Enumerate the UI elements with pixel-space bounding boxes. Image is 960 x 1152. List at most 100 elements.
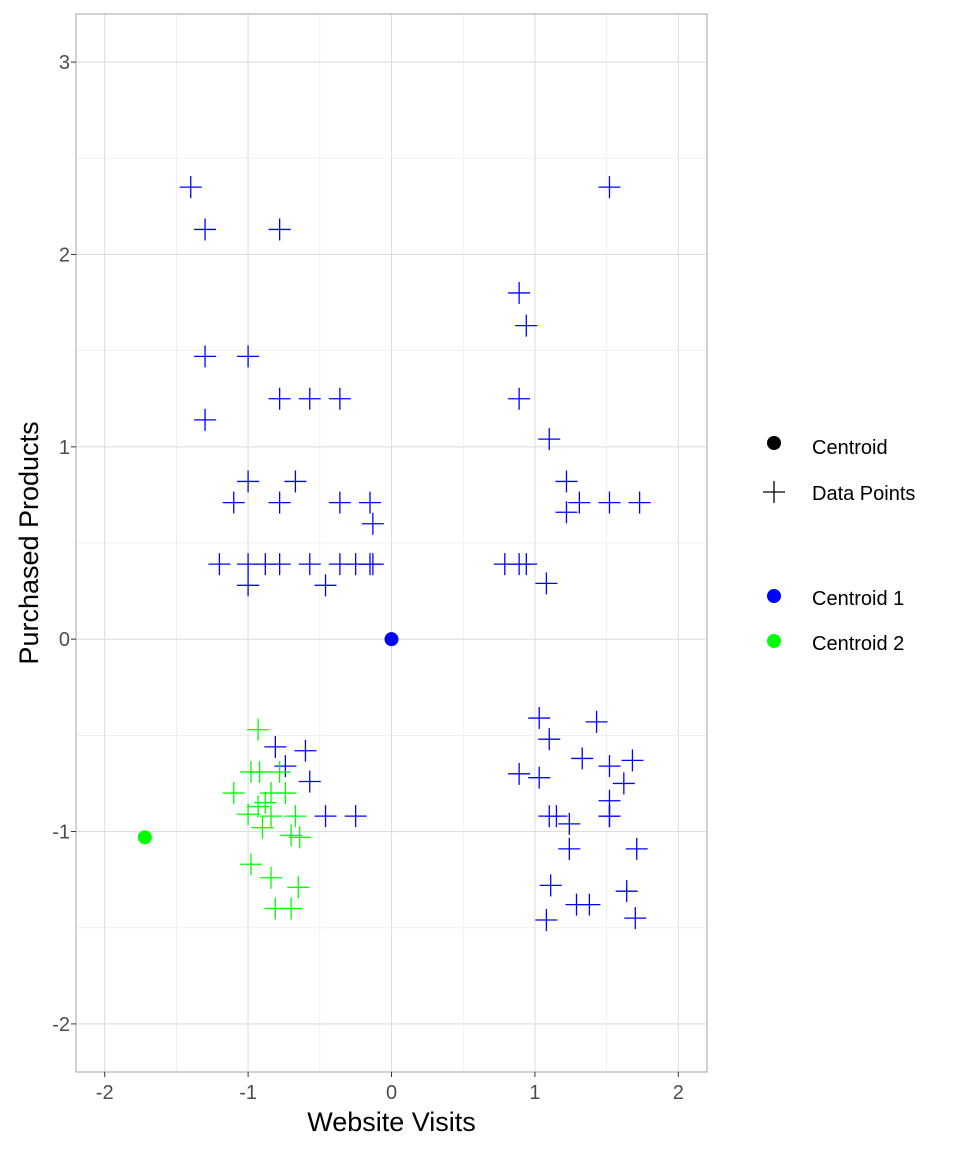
legend-centroid-marker (767, 436, 781, 450)
series-2-points (222, 718, 311, 920)
data-points (179, 176, 651, 932)
data-point (179, 176, 202, 199)
x-axis-title: Website Visits (307, 1107, 476, 1137)
y-tick-label: 2 (59, 244, 70, 266)
data-point (239, 853, 262, 876)
legend-centroid-2-label: Centroid 2 (812, 633, 904, 655)
data-point (571, 747, 594, 770)
centroid-2-marker (137, 830, 152, 845)
data-point (535, 909, 558, 932)
data-point (615, 880, 638, 903)
legend-data-points-label: Data Points (812, 483, 915, 505)
data-point (508, 387, 531, 410)
x-tick-label: 0 (386, 1082, 397, 1104)
data-point (284, 470, 307, 493)
data-point (361, 512, 384, 535)
x-tick-label: 1 (529, 1082, 540, 1104)
data-point (621, 749, 644, 772)
data-point (598, 491, 621, 514)
data-point (545, 805, 568, 828)
y-tick-label: -1 (52, 822, 70, 844)
legend-centroid-1-label: Centroid 1 (812, 588, 904, 610)
data-point (361, 553, 384, 576)
data-point (508, 281, 531, 304)
data-point (314, 574, 337, 597)
legend-item-centroid-2: Centroid 2 (767, 633, 904, 655)
y-tick-label: 3 (59, 52, 70, 74)
data-point (515, 553, 538, 576)
data-point (248, 760, 271, 783)
data-point (344, 805, 367, 828)
data-point (539, 874, 562, 897)
data-point (274, 782, 297, 805)
data-point (538, 728, 561, 751)
y-tick-label: -2 (52, 1014, 70, 1036)
centroids (137, 632, 399, 845)
y-tick-label: 0 (59, 629, 70, 651)
data-point (298, 553, 321, 576)
data-point (237, 574, 260, 597)
data-point (535, 572, 558, 595)
data-point (508, 762, 531, 785)
data-point (251, 816, 274, 839)
x-axis-ticks: -2 -1 0 1 2 (96, 1072, 684, 1104)
data-point (280, 824, 303, 847)
data-point (247, 718, 270, 741)
x-tick-label: -2 (96, 1082, 114, 1104)
x-tick-label: -1 (239, 1082, 257, 1104)
legend-plus-marker (763, 481, 785, 503)
y-axis-ticks: -2 -1 0 1 2 3 (52, 52, 76, 1036)
data-point (260, 805, 283, 828)
data-point (194, 345, 217, 368)
data-point (208, 553, 231, 576)
data-point (314, 805, 337, 828)
data-point (268, 218, 291, 241)
data-point (625, 837, 648, 860)
legend-item-data-points: Data Points (763, 481, 915, 505)
data-point (194, 408, 217, 431)
data-point (328, 491, 351, 514)
data-point (555, 470, 578, 493)
data-point (264, 735, 287, 758)
data-point (598, 755, 621, 778)
data-point (294, 739, 317, 762)
data-point (222, 782, 245, 805)
data-point (358, 491, 381, 514)
legend-centroid-label: Centroid (812, 437, 888, 459)
data-point (298, 387, 321, 410)
y-tick-label: 1 (59, 437, 70, 459)
data-point (528, 707, 551, 730)
legend: Centroid Data Points Centroid 1 Centroid… (763, 436, 915, 655)
x-tick-label: 2 (673, 1082, 684, 1104)
legend-item-centroid-1: Centroid 1 (767, 588, 904, 610)
data-point (555, 501, 578, 524)
data-point (222, 491, 245, 514)
legend-centroid-2-marker (767, 634, 781, 648)
data-point (268, 553, 291, 576)
data-point (558, 812, 581, 835)
data-point (260, 866, 283, 889)
data-point (288, 826, 311, 849)
data-point (287, 876, 310, 899)
data-point (298, 770, 321, 793)
data-point (328, 387, 351, 410)
series-1-points (179, 176, 651, 932)
data-point (558, 837, 581, 860)
data-point (268, 491, 291, 514)
data-point (274, 755, 297, 778)
data-point (284, 805, 307, 828)
data-point (237, 470, 260, 493)
data-point (598, 176, 621, 199)
data-point (237, 345, 260, 368)
data-point (237, 803, 260, 826)
data-point (268, 760, 291, 783)
centroid-1-marker (384, 632, 399, 647)
data-point (628, 491, 651, 514)
legend-item-centroid: Centroid (767, 436, 888, 459)
data-point (612, 772, 635, 795)
data-point (515, 314, 538, 337)
legend-centroid-1-marker (767, 589, 781, 603)
data-point (194, 218, 217, 241)
y-axis-title: Purchased Products (14, 421, 44, 664)
